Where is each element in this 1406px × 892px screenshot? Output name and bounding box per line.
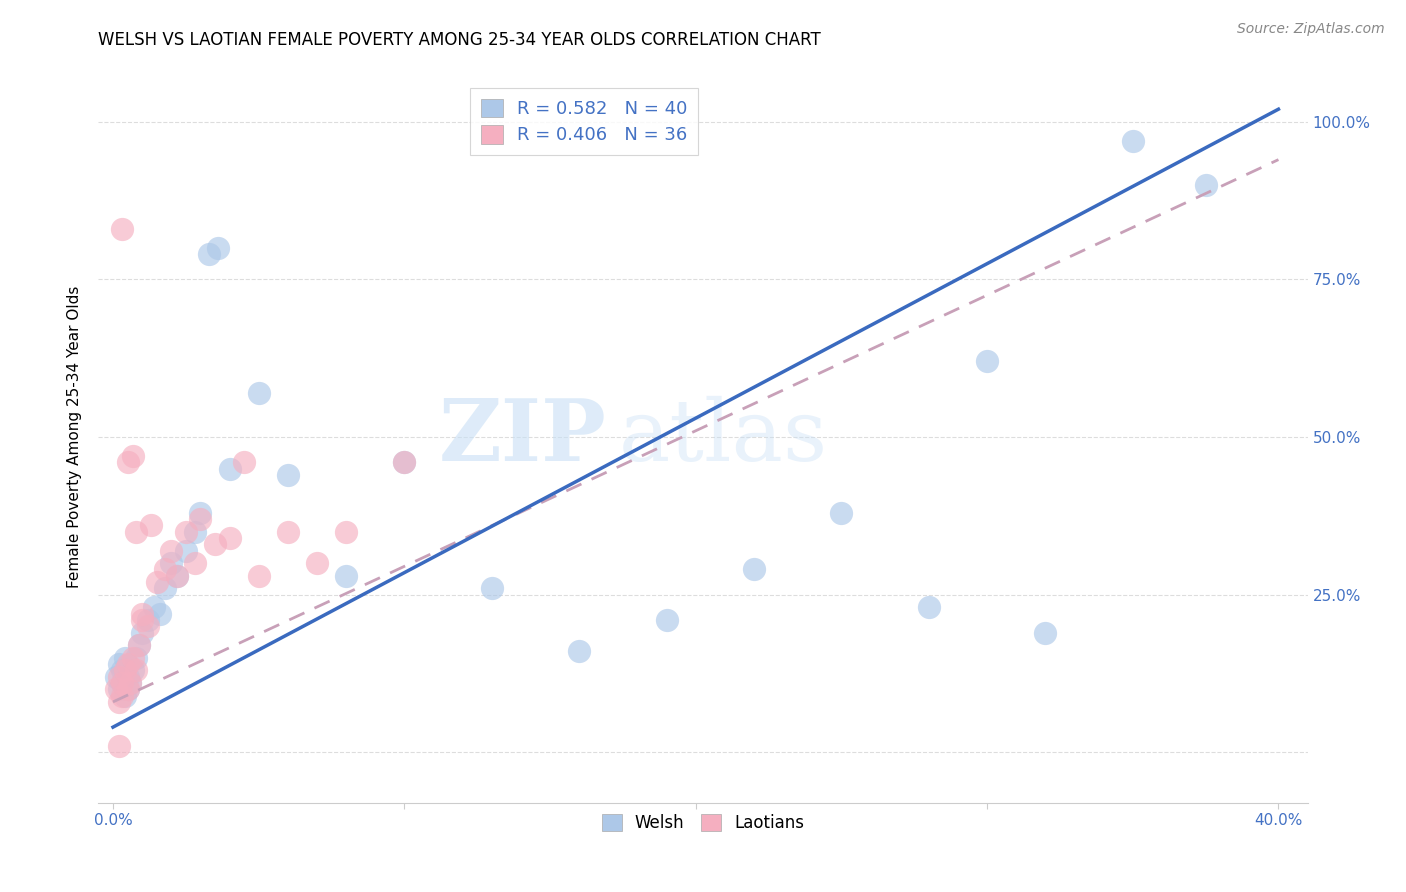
Point [117,682,139,697]
Text: WELSH VS LAOTIAN FEMALE POVERTY AMONG 25-34 YEAR OLDS CORRELATION CHART: WELSH VS LAOTIAN FEMALE POVERTY AMONG 25… [98,31,821,49]
Point [335,569,357,583]
Point [142,600,165,615]
Point [160,556,183,570]
Point [139,518,162,533]
Point [247,386,270,401]
Point [122,650,145,665]
Point [1033,625,1056,640]
Legend: Welsh, Laotians: Welsh, Laotians [595,807,811,838]
Point [104,682,127,697]
Point [481,582,503,596]
Point [114,664,136,678]
Point [125,664,148,678]
Point [131,607,153,621]
Point [128,638,150,652]
Point [218,531,240,545]
Point [166,569,188,583]
Point [394,455,416,469]
Point [117,670,139,684]
Point [218,461,240,475]
Point [207,241,229,255]
Point [174,524,197,539]
Point [183,524,205,539]
Text: ZIP: ZIP [439,395,606,479]
Point [155,562,177,576]
Point [136,619,159,633]
Point [114,689,136,703]
Point [155,582,177,596]
Point [111,689,134,703]
Point [125,650,148,665]
Point [277,467,299,482]
Point [190,506,212,520]
Point [108,739,131,753]
Point [131,625,153,640]
Point [918,600,941,615]
Point [120,676,142,690]
Point [111,664,134,678]
Point [111,676,134,690]
Point [233,455,256,469]
Point [742,562,765,576]
Point [1194,178,1216,192]
Point [145,575,167,590]
Point [131,613,153,627]
Point [117,455,139,469]
Point [108,695,131,709]
Point [104,670,127,684]
Point [174,543,197,558]
Point [190,512,212,526]
Point [125,524,148,539]
Point [277,524,299,539]
Point [655,613,678,627]
Point [1122,134,1144,148]
Point [111,222,134,236]
Point [149,607,172,621]
Point [247,569,270,583]
Point [335,524,357,539]
Point [117,657,139,671]
Point [394,455,416,469]
Point [976,354,998,368]
Point [136,613,159,627]
Point [830,506,852,520]
Point [198,247,221,261]
Point [108,657,131,671]
Point [114,650,136,665]
Point [160,543,183,558]
Y-axis label: Female Poverty Among 25-34 Year Olds: Female Poverty Among 25-34 Year Olds [67,286,83,588]
Point [305,556,328,570]
Point [122,449,145,463]
Point [108,670,131,684]
Point [108,682,131,697]
Point [568,644,591,658]
Point [128,638,150,652]
Point [111,676,134,690]
Point [166,569,188,583]
Point [122,664,145,678]
Point [183,556,205,570]
Point [120,676,142,690]
Text: Source: ZipAtlas.com: Source: ZipAtlas.com [1237,22,1385,37]
Text: atlas: atlas [619,395,828,479]
Point [117,682,139,697]
Point [204,537,226,551]
